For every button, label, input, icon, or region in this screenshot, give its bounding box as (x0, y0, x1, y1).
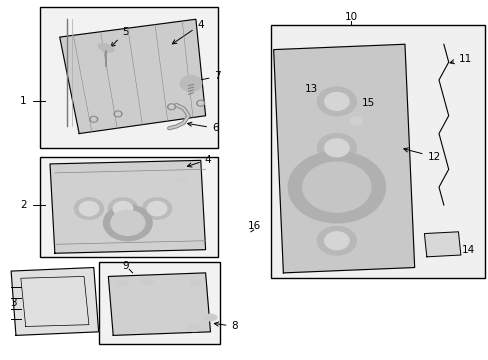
Ellipse shape (189, 280, 202, 287)
Circle shape (79, 202, 99, 216)
Circle shape (317, 180, 356, 208)
Bar (99, 262, 220, 344)
Polygon shape (273, 44, 414, 273)
Text: 1: 1 (20, 96, 26, 107)
Text: 16: 16 (247, 221, 260, 231)
Polygon shape (108, 273, 210, 336)
Circle shape (142, 198, 171, 219)
Text: 6: 6 (187, 122, 218, 133)
Polygon shape (60, 19, 205, 134)
Text: 3: 3 (10, 298, 17, 308)
Circle shape (114, 111, 122, 117)
Text: 10: 10 (344, 13, 357, 22)
Circle shape (317, 134, 356, 162)
Bar (40, 157, 217, 257)
Circle shape (180, 76, 201, 91)
Ellipse shape (203, 314, 217, 321)
Text: 4: 4 (187, 155, 211, 167)
Circle shape (103, 205, 152, 241)
Circle shape (91, 117, 96, 121)
Circle shape (197, 100, 204, 106)
Circle shape (169, 105, 174, 109)
Bar (271, 24, 484, 278)
Ellipse shape (141, 279, 153, 285)
Ellipse shape (349, 117, 362, 126)
Circle shape (287, 152, 385, 223)
Circle shape (317, 87, 356, 116)
Circle shape (167, 104, 175, 110)
Text: 13: 13 (305, 84, 318, 94)
Text: 2: 2 (20, 200, 26, 210)
Text: 12: 12 (403, 148, 440, 162)
Text: 5: 5 (111, 27, 128, 47)
Circle shape (198, 102, 203, 105)
Circle shape (116, 112, 120, 116)
Text: 7: 7 (194, 71, 221, 82)
Text: 4: 4 (172, 19, 203, 44)
Text: 9: 9 (122, 261, 128, 271)
Polygon shape (11, 267, 99, 336)
Circle shape (324, 139, 348, 157)
Circle shape (90, 116, 98, 122)
Circle shape (324, 185, 348, 203)
Text: 11: 11 (449, 54, 471, 64)
Circle shape (147, 202, 166, 216)
Ellipse shape (186, 325, 200, 332)
Circle shape (111, 210, 144, 235)
Ellipse shape (98, 44, 113, 52)
Polygon shape (424, 232, 460, 257)
Text: 14: 14 (444, 244, 474, 255)
Ellipse shape (177, 178, 185, 182)
Polygon shape (50, 160, 205, 253)
Circle shape (324, 232, 348, 249)
Circle shape (324, 93, 348, 111)
Circle shape (108, 198, 137, 219)
Circle shape (317, 226, 356, 255)
Bar (40, 7, 217, 148)
Circle shape (74, 198, 103, 219)
Circle shape (113, 202, 132, 216)
Text: 8: 8 (214, 321, 238, 332)
Text: 15: 15 (361, 98, 374, 108)
Ellipse shape (117, 280, 129, 287)
Circle shape (302, 162, 370, 212)
